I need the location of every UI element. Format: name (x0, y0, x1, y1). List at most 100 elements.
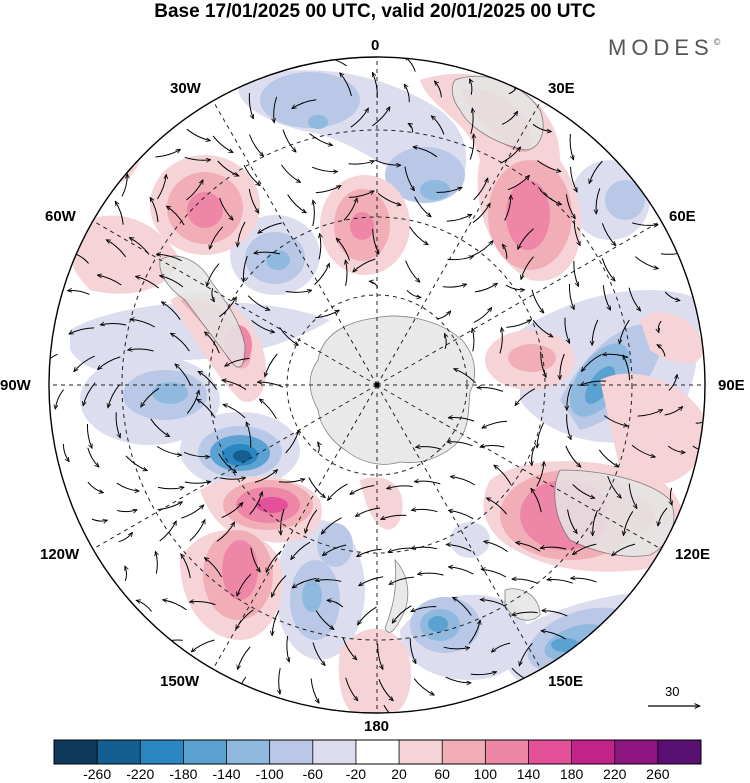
wind-vector (115, 201, 124, 225)
wind-vector (181, 505, 203, 519)
wind-vector (539, 189, 562, 205)
wind-vector (186, 390, 199, 414)
wind-vector (431, 116, 445, 135)
wind-vector (448, 567, 474, 575)
wind-vector (258, 222, 282, 233)
wind-vector (540, 547, 567, 549)
colorbar-border (53, 739, 702, 765)
colorbar-tick-label: 20 (391, 766, 407, 782)
wind-vector (507, 175, 530, 191)
wind-vector (607, 475, 622, 498)
wind-vector (628, 483, 637, 509)
wind-vector (416, 447, 442, 450)
colorbar-tick-label: 100 (473, 766, 498, 782)
wind-vector (580, 380, 607, 385)
wind-vector (486, 497, 507, 515)
wind-vector (442, 284, 467, 287)
wind-vector (318, 442, 320, 454)
wind-vector (536, 160, 561, 172)
wind-vector (564, 317, 571, 344)
wind-vector (246, 422, 252, 448)
wind-vector (408, 123, 414, 133)
wind-vector (572, 484, 595, 499)
wind-vector (406, 289, 421, 297)
wind-vector (150, 418, 170, 437)
colorbar (53, 739, 702, 765)
wind-vector (413, 678, 434, 696)
wind-vector (473, 178, 488, 201)
lon-label-120w: 120W (40, 546, 80, 563)
wind-vector (381, 514, 407, 519)
wind-vector (453, 597, 472, 616)
wind-vector (531, 289, 544, 313)
wind-vector (278, 479, 305, 483)
wind-vector (473, 308, 492, 323)
wind-vector (413, 147, 438, 158)
wind-vector (223, 404, 246, 419)
wind-vector (500, 147, 520, 164)
wind-vector (623, 355, 631, 381)
wind-vector (409, 226, 429, 245)
wind-vector (310, 678, 319, 703)
wind-vector (74, 355, 95, 372)
wind-vector (281, 508, 285, 535)
wind-vector (207, 263, 220, 287)
wind-vector (434, 81, 442, 98)
wind-vector (565, 445, 581, 467)
wind-vector (254, 252, 281, 254)
colorbar-bin (54, 740, 98, 764)
wind-vector (371, 72, 378, 98)
wind-vector (175, 364, 191, 386)
wind-vector (340, 73, 352, 97)
wind-vector (506, 320, 531, 328)
wind-vector (219, 478, 246, 480)
wind-vector (106, 240, 127, 258)
wind-vector (521, 256, 534, 280)
wind-vector (150, 197, 159, 223)
wind-vector (515, 388, 536, 406)
wind-vector (257, 382, 284, 388)
colorbar-bin (97, 740, 141, 764)
wind-vector (216, 522, 235, 542)
wind-vector (321, 517, 342, 534)
wind-vector (311, 166, 338, 171)
map-boundary (48, 56, 706, 714)
wind-vector (249, 134, 264, 157)
lon-label-180: 180 (364, 718, 390, 735)
wind-vector (136, 276, 160, 289)
wind-vector (315, 580, 342, 582)
wind-vector (499, 328, 502, 354)
wind-vector (589, 160, 603, 183)
wind-vector (117, 510, 137, 512)
wind-vector (582, 354, 602, 372)
wind-vector (387, 486, 413, 489)
wind-vector (601, 258, 615, 281)
lon-label-150w: 150W (160, 673, 200, 690)
wind-vector (87, 447, 99, 467)
wind-vector (567, 384, 573, 411)
wind-vector (285, 431, 299, 454)
wind-vector (355, 507, 381, 517)
wind-vector (157, 487, 184, 489)
wind-vector (631, 222, 658, 226)
wind-vector (565, 194, 575, 219)
wind-vector (115, 412, 120, 438)
lon-label-150e: 150E (548, 673, 584, 690)
wind-vector (372, 228, 380, 254)
wind-vector (481, 569, 507, 578)
wind-vector (204, 558, 223, 578)
map-title: Base 17/01/2025 00 UTC, valid 20/01/2025… (154, 1, 596, 22)
wind-vector (272, 575, 287, 598)
colorbar-tick-label: 260 (646, 766, 670, 782)
wind-vector (357, 548, 382, 556)
wind-vector (336, 238, 350, 261)
wind-vector (628, 287, 641, 311)
wind-vector (98, 356, 121, 370)
wind-vector (375, 159, 401, 165)
wind-vector (327, 600, 344, 608)
wind-vector (447, 442, 473, 447)
colorbar-tick-label: -180 (169, 766, 198, 782)
wind-vector (198, 371, 218, 390)
wind-vector (409, 638, 417, 663)
south-america (159, 255, 246, 368)
